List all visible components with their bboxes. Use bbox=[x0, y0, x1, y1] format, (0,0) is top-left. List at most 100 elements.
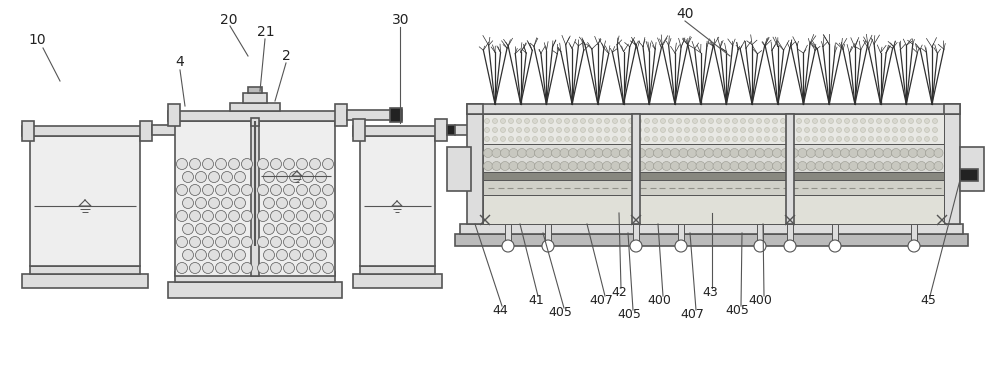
Circle shape bbox=[724, 136, 730, 141]
Bar bbox=[168, 104, 180, 126]
Circle shape bbox=[182, 250, 194, 261]
Circle shape bbox=[757, 118, 762, 123]
Circle shape bbox=[208, 197, 220, 209]
Circle shape bbox=[908, 240, 920, 252]
Circle shape bbox=[713, 162, 722, 170]
Circle shape bbox=[652, 136, 658, 141]
Circle shape bbox=[892, 149, 900, 158]
Text: 20: 20 bbox=[220, 13, 238, 27]
Circle shape bbox=[552, 162, 560, 170]
Circle shape bbox=[310, 262, 320, 273]
Circle shape bbox=[611, 149, 620, 158]
Circle shape bbox=[524, 118, 530, 123]
Circle shape bbox=[532, 127, 538, 132]
Circle shape bbox=[242, 211, 252, 221]
Circle shape bbox=[548, 136, 554, 141]
Circle shape bbox=[722, 149, 730, 158]
Circle shape bbox=[788, 136, 794, 141]
Circle shape bbox=[322, 211, 334, 221]
Circle shape bbox=[828, 136, 834, 141]
Circle shape bbox=[692, 118, 698, 123]
Circle shape bbox=[668, 127, 674, 132]
Circle shape bbox=[228, 211, 240, 221]
Circle shape bbox=[564, 136, 570, 141]
Circle shape bbox=[176, 262, 188, 273]
Bar bbox=[483, 144, 944, 172]
Bar bbox=[230, 103, 280, 111]
Circle shape bbox=[804, 136, 810, 141]
Circle shape bbox=[242, 262, 252, 273]
Circle shape bbox=[629, 118, 634, 123]
Circle shape bbox=[780, 136, 786, 141]
Circle shape bbox=[806, 149, 816, 158]
Circle shape bbox=[668, 118, 674, 123]
Circle shape bbox=[812, 136, 818, 141]
Circle shape bbox=[732, 136, 738, 141]
Circle shape bbox=[724, 127, 730, 132]
Circle shape bbox=[548, 118, 554, 123]
Circle shape bbox=[577, 149, 586, 158]
Circle shape bbox=[924, 127, 930, 132]
Circle shape bbox=[516, 127, 522, 132]
Circle shape bbox=[796, 136, 802, 141]
Circle shape bbox=[637, 162, 646, 170]
Circle shape bbox=[572, 118, 578, 123]
Circle shape bbox=[740, 136, 746, 141]
Circle shape bbox=[284, 211, 294, 221]
Circle shape bbox=[676, 118, 682, 123]
Circle shape bbox=[692, 136, 698, 141]
Circle shape bbox=[876, 136, 882, 141]
Bar bbox=[390, 108, 402, 122]
Circle shape bbox=[542, 240, 554, 252]
Bar bbox=[467, 104, 483, 114]
Bar bbox=[360, 266, 435, 274]
Circle shape bbox=[182, 223, 194, 235]
Circle shape bbox=[868, 127, 874, 132]
Circle shape bbox=[620, 149, 629, 158]
Circle shape bbox=[804, 127, 810, 132]
Text: 30: 30 bbox=[392, 13, 410, 27]
Circle shape bbox=[216, 262, 226, 273]
Circle shape bbox=[644, 118, 650, 123]
Circle shape bbox=[740, 127, 746, 132]
Circle shape bbox=[196, 250, 207, 261]
Circle shape bbox=[781, 162, 790, 170]
Circle shape bbox=[516, 136, 522, 141]
Circle shape bbox=[216, 237, 226, 247]
Circle shape bbox=[258, 262, 268, 273]
Bar bbox=[960, 169, 978, 181]
Circle shape bbox=[594, 149, 603, 158]
Bar bbox=[175, 272, 335, 282]
Circle shape bbox=[202, 211, 214, 221]
Circle shape bbox=[572, 136, 578, 141]
Circle shape bbox=[216, 185, 226, 196]
Circle shape bbox=[322, 262, 334, 273]
Bar bbox=[633, 224, 639, 246]
Circle shape bbox=[916, 118, 922, 123]
Circle shape bbox=[908, 162, 918, 170]
Circle shape bbox=[577, 162, 586, 170]
Circle shape bbox=[844, 118, 850, 123]
Circle shape bbox=[637, 127, 642, 132]
Circle shape bbox=[310, 211, 320, 221]
Circle shape bbox=[679, 162, 688, 170]
Bar bbox=[435, 119, 447, 141]
Circle shape bbox=[849, 149, 858, 158]
Circle shape bbox=[868, 118, 874, 123]
Circle shape bbox=[924, 118, 930, 123]
Text: 405: 405 bbox=[725, 304, 749, 317]
Circle shape bbox=[820, 136, 826, 141]
Circle shape bbox=[788, 118, 794, 123]
Circle shape bbox=[234, 223, 246, 235]
Circle shape bbox=[798, 162, 807, 170]
Text: 400: 400 bbox=[748, 294, 772, 307]
Circle shape bbox=[832, 149, 841, 158]
Circle shape bbox=[322, 185, 334, 196]
Circle shape bbox=[216, 211, 226, 221]
Circle shape bbox=[484, 149, 492, 158]
Circle shape bbox=[772, 162, 782, 170]
Circle shape bbox=[932, 136, 938, 141]
Circle shape bbox=[815, 149, 824, 158]
Circle shape bbox=[596, 136, 602, 141]
Circle shape bbox=[876, 118, 882, 123]
